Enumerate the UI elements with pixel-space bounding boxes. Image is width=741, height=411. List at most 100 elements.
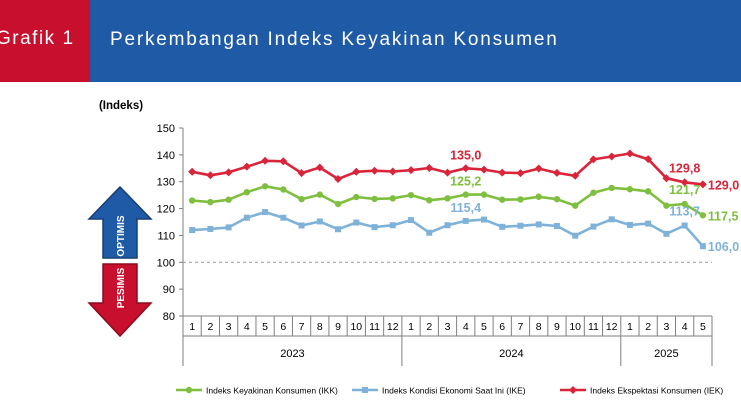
data-point-ikk [644,188,652,195]
data-point-ikk [426,197,433,204]
data-point-ike [681,222,688,229]
data-point-iek [188,167,197,176]
chart-header: Grafik 1 Perkembangan Indeks Keyakinan K… [0,0,741,82]
data-point-iek [534,164,543,173]
data-point-ike [444,222,451,229]
data-point-ikk [553,195,561,203]
data-point-ikk [499,196,506,203]
data-point-ikk [261,183,269,190]
legend-marker [362,387,368,393]
data-point-ikk [590,189,597,196]
data-point-ikk [407,191,415,199]
x-tick-label: 3 [663,321,669,333]
data-point-ikk [207,198,214,206]
data-point-ike [590,223,597,230]
x-tick-label: 9 [554,321,560,333]
data-point-ike [535,221,542,228]
data-point-iek [589,155,598,164]
data-point-iek [552,168,561,177]
data-label-ikk: 125,2 [450,175,481,189]
data-point-iek [662,174,671,183]
x-tick-label: 11 [369,321,380,333]
chart-title-box: Perkembangan Indeks Keyakinan Konsumen [90,0,741,82]
y-tick-label: 80 [163,311,175,323]
data-point-ike [262,209,269,216]
data-point-ikk [188,197,196,204]
legend-label: Indeks Ekspektasi Konsumen (IEK) [590,386,723,396]
data-point-ike [298,222,305,229]
data-point-ikk [389,195,396,202]
data-point-iek [315,163,324,172]
data-point-ike [663,230,670,237]
data-point-ikk [243,188,251,196]
data-point-ike [645,220,652,227]
x-tick-label: 8 [317,321,323,333]
x-tick-label: 2 [645,321,651,333]
y-tick-label: 120 [157,204,175,216]
data-point-ikk [571,202,579,209]
data-point-iek [352,167,361,176]
year-label: 2025 [654,348,678,360]
legend-label: Indeks Keyakinan Konsumen (IKK) [206,386,338,396]
data-point-ike [408,217,415,224]
data-point-ike [572,232,579,239]
x-tick-label: 4 [463,321,469,333]
x-tick-label: 5 [262,321,268,333]
data-point-ike [207,225,214,232]
data-point-iek [516,169,525,178]
data-point-iek [297,169,306,178]
x-tick-label: 2 [426,321,432,333]
data-point-ike [225,224,232,231]
x-tick-label: 5 [481,321,487,333]
data-point-iek [224,168,233,177]
data-label-iek: 129,8 [669,161,700,175]
data-point-iek [443,168,452,177]
data-point-ike [189,227,196,234]
x-tick-label: 6 [280,321,286,333]
y-tick-label: 90 [163,284,175,296]
x-tick-label: 11 [588,321,599,333]
data-point-iek [479,165,488,174]
series-iek: 135,0 129,8 129,0 [188,148,739,192]
y-tick-label: 140 [157,150,175,162]
x-tick-label: 10 [350,321,362,333]
series-ikk: 125,2 121,7 117,5 [188,175,739,223]
data-point-ikk [681,200,688,208]
data-point-ike [280,214,287,221]
data-point-ike [371,224,378,231]
data-point-iek [607,152,616,161]
data-point-ike [517,222,524,229]
data-point-iek [625,149,634,158]
y-tick-label: 110 [157,230,175,242]
data-point-ikk [298,195,305,203]
data-point-ikk [663,202,670,209]
data-point-ike [499,223,506,230]
chart-title: Perkembangan Indeks Keyakinan Konsumen [110,29,559,50]
data-point-ike [699,243,706,250]
data-label-ikk: 117,5 [708,209,739,223]
data-point-ike [553,223,560,230]
year-label: 2023 [280,348,304,360]
x-tick-label: 1 [189,321,195,333]
pesimis-label: PESIMIS [116,267,127,308]
data-point-ike [353,219,360,226]
data-point-iek [242,162,251,171]
data-point-ikk [280,186,287,193]
series-ike: 115,4 113,7 106,0 [189,201,739,254]
data-point-ikk [371,195,378,203]
data-point-iek [407,166,416,175]
data-point-iek [425,164,434,173]
data-point-ike [462,217,469,224]
y-tick-label: 130 [157,177,175,189]
x-tick-label: 3 [226,321,232,333]
data-point-ikk [626,186,634,193]
chart-label: Grafik 1 [0,28,75,49]
data-label-iek: 129,0 [708,178,739,192]
y-axis-title: (Indeks) [99,100,143,112]
x-tick-label: 7 [518,321,524,333]
data-point-ike [626,221,633,228]
x-tick-label: 7 [299,321,305,333]
data-point-ikk [535,193,542,200]
x-tick-label: 2 [207,321,213,333]
